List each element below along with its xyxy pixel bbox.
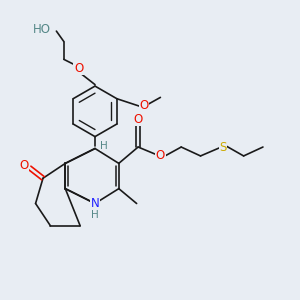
Text: O: O bbox=[156, 149, 165, 162]
Text: O: O bbox=[134, 113, 143, 126]
Text: N: N bbox=[91, 197, 99, 210]
Text: O: O bbox=[140, 99, 149, 112]
Text: H: H bbox=[100, 140, 108, 151]
Text: H: H bbox=[91, 210, 99, 220]
Text: S: S bbox=[219, 140, 226, 154]
Text: O: O bbox=[20, 159, 29, 172]
Text: O: O bbox=[74, 62, 83, 75]
Text: HO: HO bbox=[32, 23, 50, 36]
